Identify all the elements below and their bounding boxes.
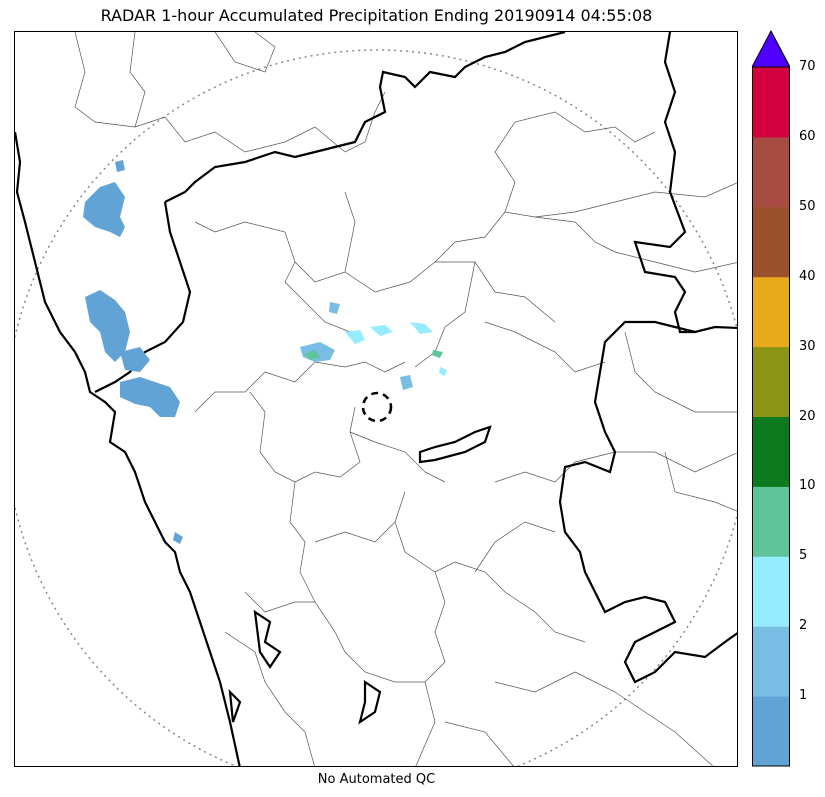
- colorbar-tick-label: 20: [799, 408, 816, 424]
- precipitation-colorbar: [752, 30, 790, 767]
- colorbar-tick-label: 10: [799, 478, 816, 494]
- colorbar-tick-label: 30: [799, 338, 816, 354]
- colorbar-segment: [752, 486, 790, 557]
- precip-cell: [439, 367, 447, 376]
- precipitation-echoes: [83, 160, 447, 544]
- map-canvas: [15, 32, 737, 766]
- district-boundaries: [74, 32, 737, 766]
- radar-site-marker: [361, 391, 393, 423]
- precip-cell: [400, 375, 413, 390]
- colorbar-tick-label: 50: [799, 198, 816, 214]
- colorbar-segment: [752, 416, 790, 487]
- colorbar-segment: [752, 276, 790, 348]
- radar-range-ring: [15, 49, 737, 766]
- precip-cell: [329, 302, 340, 314]
- colorbar-tick-label: 40: [799, 268, 816, 284]
- colorbar-segment: [752, 136, 790, 208]
- colorbar-extend-triangle: [752, 30, 790, 68]
- qc-note: No Automated QC: [317, 772, 436, 787]
- state-boundaries: [15, 32, 737, 766]
- colorbar-tick-label: 2: [799, 618, 808, 634]
- colorbar-tick-label: 1: [799, 688, 808, 704]
- colorbar-segment: [752, 67, 790, 138]
- colorbar-tick-label: 60: [799, 128, 816, 144]
- colorbar-segment: [752, 206, 790, 278]
- colorbar-tick-label: 70: [799, 59, 816, 74]
- precip-cell: [345, 330, 365, 344]
- precip-cell: [83, 182, 125, 237]
- colorbar-segment: [752, 556, 790, 627]
- precip-cell: [173, 532, 183, 544]
- colorbar-segment: [752, 696, 790, 767]
- precip-cell: [120, 377, 180, 417]
- precip-cell: [115, 160, 125, 172]
- colorbar-outline: [752, 66, 790, 767]
- colorbar-tick-label: 5: [799, 548, 808, 564]
- precip-cell: [120, 347, 150, 372]
- precip-cell: [85, 290, 130, 362]
- precip-cell: [300, 342, 335, 362]
- precip-cell: [410, 322, 433, 334]
- colorbar-canvas: [752, 30, 790, 767]
- map-title: RADAR 1-hour Accumulated Precipitation E…: [100, 6, 653, 25]
- precip-cell: [305, 350, 320, 360]
- radar-map[interactable]: [14, 31, 738, 767]
- colorbar-segment: [752, 346, 790, 417]
- precip-cell: [432, 350, 443, 358]
- colorbar-segment: [752, 626, 790, 697]
- precip-cell: [370, 325, 393, 336]
